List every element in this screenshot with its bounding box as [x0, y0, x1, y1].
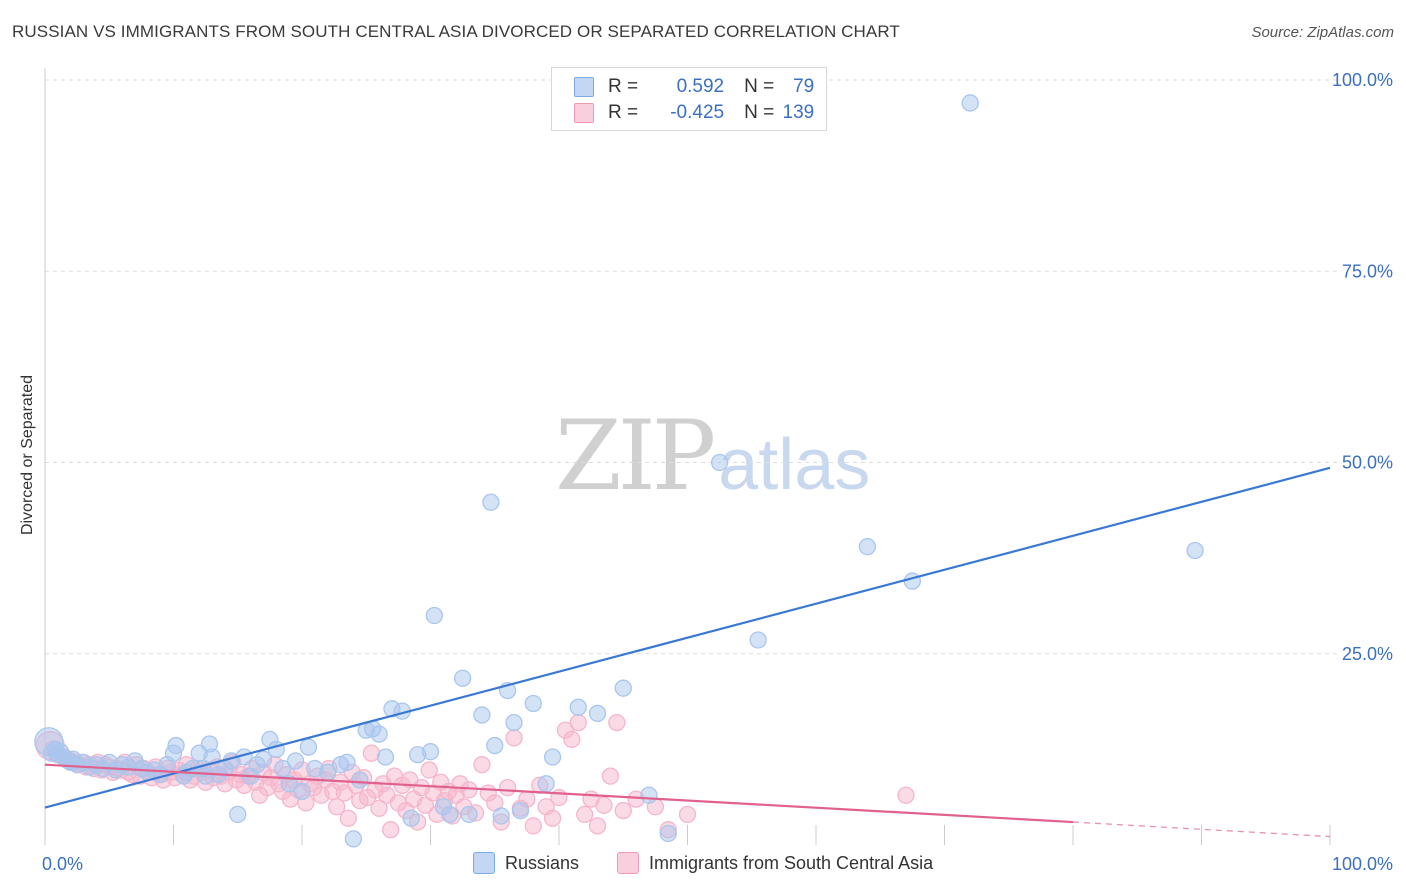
- immigrant-point: [588, 817, 607, 835]
- russian-point: [961, 94, 979, 112]
- source-label: Source: ZipAtlas.com: [1251, 24, 1394, 41]
- legend-swatch-russians: [574, 77, 594, 97]
- russian-point: [749, 631, 767, 649]
- russian-point: [376, 748, 395, 766]
- x-tick-label: 100.0%: [1332, 854, 1393, 874]
- russian-point: [588, 704, 607, 723]
- russian-point: [460, 805, 478, 824]
- russian-point: [421, 743, 440, 761]
- russian-point: [286, 752, 305, 770]
- russian-point: [203, 748, 221, 766]
- series-legend-immigrants: Immigrants from South Central Asia: [617, 852, 933, 874]
- immigrant-point: [897, 786, 915, 804]
- immigrant-point: [576, 805, 594, 824]
- legend-row-russians: R = 0.592 N = 79: [574, 75, 814, 99]
- russian-point: [370, 725, 388, 743]
- series-label-russians: Russians: [505, 852, 580, 873]
- y-tick-label: 75.0%: [1342, 261, 1393, 281]
- russian-point: [640, 786, 658, 804]
- russian-trendline: [44, 466, 1331, 809]
- russian-point: [453, 669, 472, 687]
- russian-point: [299, 738, 318, 756]
- legend-row-immigrants: R = -0.425 N = 139: [574, 101, 814, 125]
- series-swatch-immigrants: [617, 852, 639, 874]
- russian-point: [351, 771, 369, 789]
- legend-r-label: R =: [608, 102, 639, 123]
- immigrant-point: [362, 744, 381, 762]
- y-tick-label: 50.0%: [1342, 453, 1393, 473]
- immigrant-point: [608, 713, 626, 732]
- immigrant-point: [416, 796, 435, 814]
- chart-title: RUSSIAN VS IMMIGRANTS FROM SOUTH CENTRAL…: [12, 22, 900, 41]
- immigrant-trendline: [44, 763, 1074, 824]
- russian-point: [482, 493, 500, 511]
- legend-n-label: N =: [744, 102, 775, 123]
- russian-point: [903, 572, 922, 590]
- russian-point: [441, 805, 459, 824]
- legend-r-label: R =: [608, 76, 639, 97]
- legend-r-value: -0.425: [670, 102, 725, 123]
- immigrant-point: [339, 809, 357, 827]
- y-tick-label: 25.0%: [1342, 644, 1393, 664]
- russian-point: [1186, 541, 1204, 560]
- x-tick-label: 0.0%: [42, 854, 83, 874]
- russian-point: [569, 698, 587, 716]
- russian-point: [537, 775, 555, 793]
- immigrant-point: [460, 781, 478, 799]
- russian-point: [486, 736, 504, 755]
- legend-n-value: 79: [793, 76, 815, 97]
- correlation-legend: R = 0.592 N = 79 R = -0.425 N = 139: [551, 67, 827, 131]
- immigrant-point: [543, 809, 562, 827]
- immigrant-point: [328, 798, 346, 816]
- russian-point: [229, 805, 247, 824]
- russian-point: [344, 830, 363, 848]
- legend-r-value: 0.592: [676, 76, 725, 97]
- immigrant-point: [563, 730, 581, 749]
- series-legend: Russians Immigrants from South Central A…: [0, 852, 1406, 876]
- immigrant-point: [505, 729, 523, 747]
- immigrant-point: [420, 761, 438, 779]
- series-legend-russians: Russians: [473, 852, 579, 874]
- legend-swatch-immigrants: [574, 103, 594, 123]
- russian-point: [274, 759, 292, 778]
- series-swatch-russians: [473, 852, 495, 874]
- russian-point: [280, 775, 298, 793]
- legend-n-label: N =: [744, 76, 775, 97]
- russian-point: [524, 694, 542, 713]
- russian-point: [543, 748, 562, 766]
- russian-point: [505, 713, 523, 732]
- immigrant-point: [370, 799, 388, 817]
- russian-point: [254, 750, 273, 768]
- immigrant-point: [601, 767, 620, 785]
- immigrant-point: [569, 713, 587, 732]
- russian-point: [473, 706, 491, 724]
- immigrant-point: [678, 805, 697, 824]
- immigrant-point: [614, 801, 632, 820]
- russian-point: [402, 809, 420, 827]
- russian-point: [425, 606, 444, 625]
- russian-point: [167, 736, 185, 755]
- russian-point: [293, 782, 311, 801]
- immigrant-point: [524, 817, 542, 835]
- russian-point: [338, 753, 356, 772]
- y-axis-label: Divorced or Separated: [19, 374, 36, 536]
- russian-point: [659, 824, 677, 843]
- immigrant-point: [595, 796, 613, 814]
- immigrant-trendline-extension: [1072, 821, 1331, 838]
- y-tick-label: 100.0%: [1332, 70, 1393, 90]
- russian-point: [511, 801, 530, 820]
- immigrant-point: [473, 756, 491, 774]
- russian-point: [710, 453, 729, 472]
- russian-point: [492, 807, 510, 825]
- immigrant-point: [498, 778, 517, 797]
- legend-n-value: 139: [782, 102, 815, 123]
- russian-point: [858, 538, 877, 556]
- series-label-immigrants: Immigrants from South Central Asia: [649, 852, 934, 873]
- russian-point: [614, 679, 632, 697]
- immigrant-point: [382, 821, 400, 839]
